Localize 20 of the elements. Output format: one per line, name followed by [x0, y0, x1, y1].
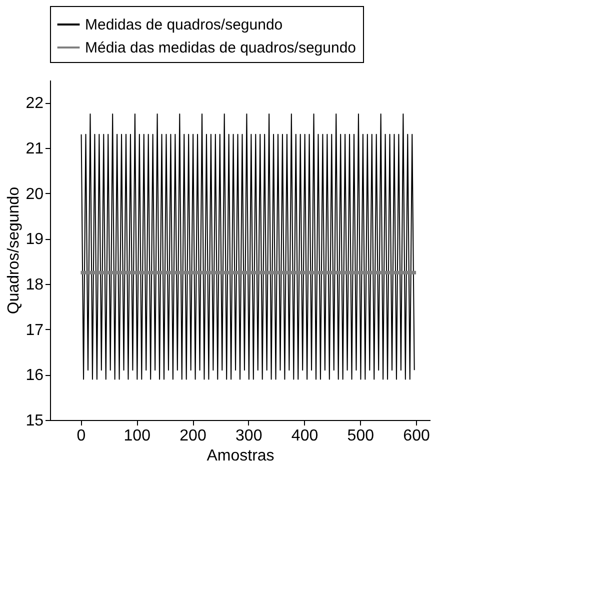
line-series: [80, 114, 415, 380]
x-tick-label: 600: [403, 428, 430, 444]
x-tick-label: 200: [180, 428, 206, 444]
y-tick-label: 19: [26, 231, 44, 248]
x-tick-label: 400: [291, 428, 318, 444]
y-tick-label: 20: [26, 186, 44, 203]
y-axis-title: Quadros/segundo: [6, 186, 23, 314]
y-tick-label: 16: [26, 367, 44, 384]
y-tick-label: 22: [26, 95, 44, 112]
x-tick-label: 500: [347, 428, 374, 444]
y-tick-label: 15: [26, 412, 44, 430]
y-tick-label: 21: [26, 140, 44, 158]
y-tick-label: 17: [26, 322, 44, 339]
x-tick-label: 100: [124, 428, 151, 444]
legend-label: Média das medidas de quadros/segundo: [85, 40, 356, 56]
legend-label: Medidas de quadros/segundo: [85, 16, 283, 34]
x-axis-title: Amostras: [206, 448, 274, 464]
x-tick-label: 0: [76, 428, 86, 444]
y-tick-label: 18: [26, 276, 44, 294]
x-tick-label: 300: [236, 428, 262, 444]
